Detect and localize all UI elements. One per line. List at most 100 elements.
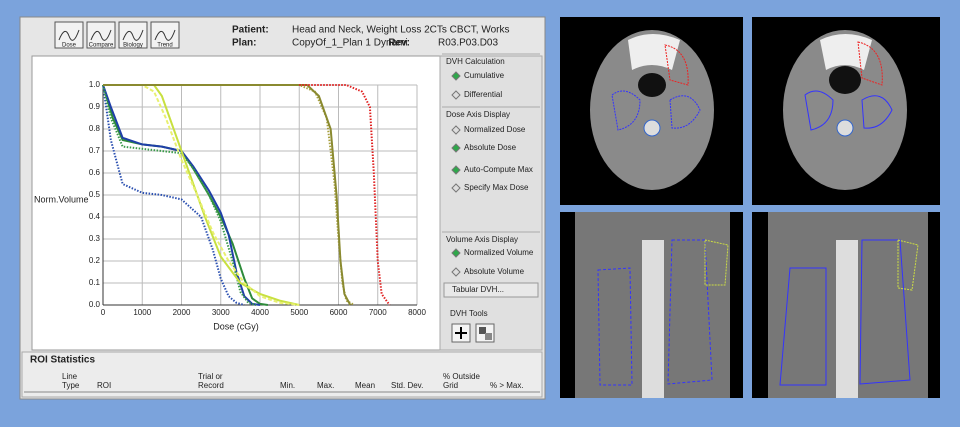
plus-icon: [455, 327, 467, 339]
radio[interactable]: [451, 90, 461, 100]
head: [783, 30, 907, 190]
dvh-curve: [102, 84, 261, 306]
x-tick-label: 5000: [290, 308, 308, 317]
x-tick-label: 1000: [133, 308, 151, 317]
y-tick-label: 0.1: [89, 278, 101, 287]
column-header: Min.: [280, 381, 295, 390]
airway: [829, 66, 861, 94]
radio[interactable]: [451, 143, 461, 153]
contour: [704, 239, 729, 286]
x-tick-label: 3000: [212, 308, 230, 317]
contour: [897, 239, 919, 291]
column-header: Type: [62, 381, 80, 390]
y-tick-label: 0.2: [89, 256, 101, 265]
radio[interactable]: [451, 71, 461, 81]
option-label[interactable]: Cumulative: [464, 71, 505, 80]
column-header: % Outside: [443, 372, 480, 381]
column-header: Grid: [443, 381, 458, 390]
dvh-curve: [102, 84, 245, 306]
spine: [836, 240, 858, 398]
tools-title: DVH Tools: [450, 309, 488, 318]
y-tick-label: 1.0: [89, 80, 101, 89]
dvh-curve: [103, 84, 300, 306]
radio[interactable]: [451, 267, 461, 277]
y-tick-label: 0.7: [89, 146, 101, 155]
dvh-curve: [299, 84, 391, 306]
x-tick-label: 4000: [251, 308, 269, 317]
x-tick-label: 7000: [369, 308, 387, 317]
roi-title: ROI Statistics: [30, 355, 95, 366]
option-label[interactable]: Differential: [464, 90, 502, 99]
radio[interactable]: [451, 183, 461, 193]
dvh-curve: [103, 84, 355, 306]
control-panel: [439, 55, 543, 351]
spine: [836, 119, 854, 137]
column-header: Record: [198, 381, 224, 390]
toolbar-icon: [122, 29, 144, 41]
toolbar-label[interactable]: Compare: [89, 43, 114, 49]
group-title: Volume Axis Display: [446, 235, 518, 244]
option-label[interactable]: Normalized Volume: [464, 248, 534, 257]
plan-label: Plan:: [232, 38, 256, 49]
dvh-curve: [102, 84, 257, 306]
column-header: % > Max.: [490, 381, 524, 390]
y-tick-label: 0.5: [89, 190, 101, 199]
toolbar-button[interactable]: [86, 21, 116, 49]
column-header: Mean: [355, 381, 375, 390]
plot-area: [31, 55, 441, 351]
y-axis-label: Norm.Volume: [34, 194, 89, 204]
y-tick-label: 0.9: [89, 102, 101, 111]
toolbar-label[interactable]: Trend: [157, 43, 172, 49]
x-tick-label: 6000: [330, 308, 348, 317]
column-header: Std. Dev.: [391, 381, 423, 390]
column-header: ROI: [97, 381, 111, 390]
tabular-button-label[interactable]: Tabular DVH...: [452, 285, 504, 294]
y-tick-label: 0.4: [89, 212, 101, 221]
rev-label: Rev:: [388, 38, 410, 49]
contour: [664, 44, 689, 86]
radio[interactable]: [451, 125, 461, 135]
option-label[interactable]: Absolute Volume: [464, 267, 525, 276]
option-label[interactable]: Auto-Compute Max: [464, 165, 533, 174]
contour: [779, 239, 911, 386]
option-label[interactable]: Absolute Dose: [464, 143, 517, 152]
tabular-button[interactable]: [443, 282, 539, 298]
x-axis-label: Dose (cGy): [213, 321, 259, 331]
option-label[interactable]: Specify Max Dose: [464, 183, 529, 192]
roi-panel: [21, 351, 543, 398]
toolbar-icon: [90, 29, 112, 41]
tool-icon: [485, 333, 492, 340]
radio[interactable]: [451, 248, 461, 258]
column-header: Line: [62, 372, 78, 381]
spine: [642, 240, 664, 398]
spine: [643, 119, 661, 137]
plan-value: CopyOf_1_Plan 1 Dynami: [292, 38, 408, 49]
dvh-curve: [102, 84, 268, 306]
tool-icon: [479, 327, 486, 334]
contour: [597, 239, 713, 386]
x-tick-label: 0: [101, 308, 106, 317]
y-tick-label: 0.3: [89, 234, 101, 243]
head: [590, 30, 714, 190]
option-label[interactable]: Normalized Dose: [464, 125, 526, 134]
contour: [611, 90, 701, 131]
group-title: DVH Calculation: [446, 57, 505, 66]
radio[interactable]: [451, 165, 461, 175]
bone: [820, 34, 872, 70]
toolbar-icon: [58, 29, 80, 41]
bone: [628, 34, 680, 70]
x-tick-label: 8000: [408, 308, 426, 317]
column-header: Trial or: [198, 372, 223, 381]
patient-value: Head and Neck, Weight Loss 2CTs CBCT, Wo…: [292, 25, 510, 36]
column-header: Max.: [317, 381, 334, 390]
toolbar-label[interactable]: Dose: [62, 43, 77, 49]
y-tick-label: 0.0: [89, 300, 101, 309]
dvh-curve: [103, 84, 352, 306]
ct-views: [560, 17, 940, 398]
contour: [857, 41, 883, 86]
rev-value: R03.P03.D03: [438, 38, 498, 49]
toolbar-label[interactable]: Biology: [123, 43, 143, 49]
patient-label: Patient:: [232, 25, 269, 36]
